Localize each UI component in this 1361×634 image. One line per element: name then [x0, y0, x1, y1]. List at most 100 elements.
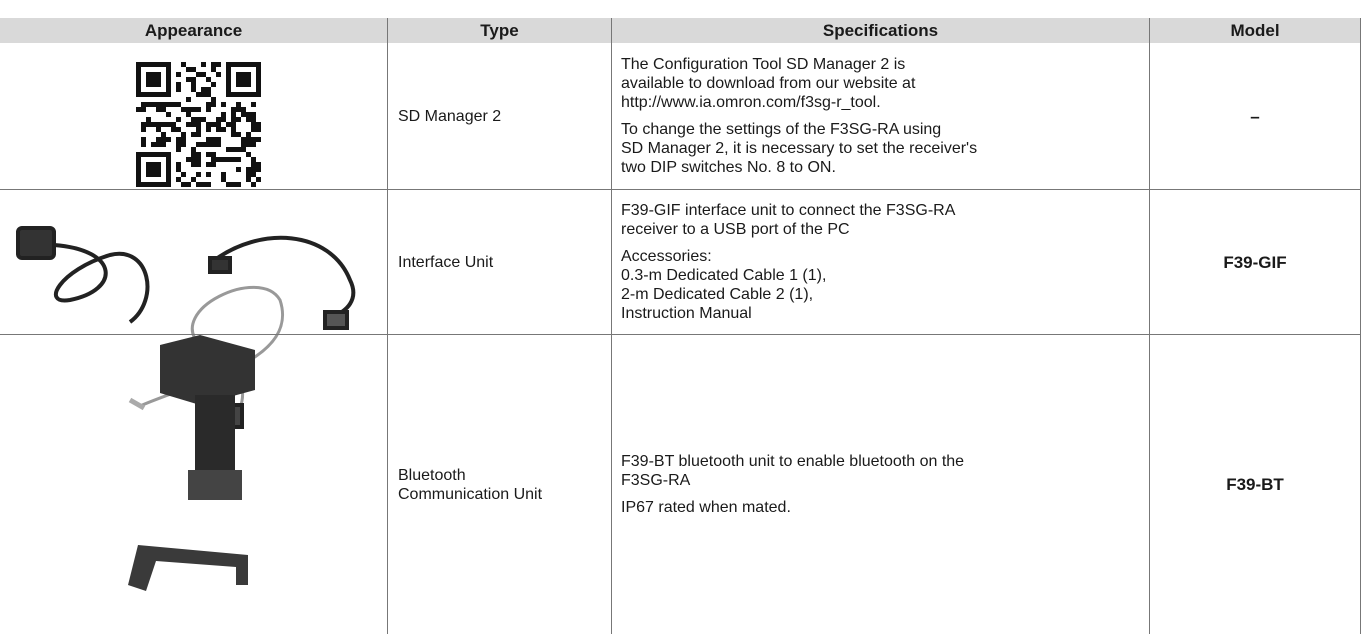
model-cell: F39-GIF [1150, 190, 1361, 335]
qr-module [206, 137, 211, 142]
qr-module [231, 132, 236, 137]
qr-module [156, 137, 161, 142]
qr-module [141, 102, 146, 107]
qr-module [206, 142, 211, 147]
qr-module [236, 117, 241, 122]
qr-module [211, 62, 216, 67]
qr-module [196, 107, 201, 112]
qr-module [211, 137, 216, 142]
qr-module [191, 117, 196, 122]
qr-module [196, 122, 201, 127]
qr-module [221, 102, 226, 107]
type-cell: SD Manager 2 [388, 43, 612, 190]
qr-module [186, 97, 191, 102]
qr-module [196, 172, 201, 177]
qr-module [161, 137, 166, 142]
qr-module [176, 117, 181, 122]
qr-module [191, 67, 196, 72]
qr-module [206, 172, 211, 177]
type-line: Bluetooth [398, 466, 466, 484]
qr-module [216, 72, 221, 77]
qr-module [176, 167, 181, 172]
qr-module [186, 112, 191, 117]
qr-module [226, 122, 231, 127]
qr-module [176, 72, 181, 77]
qr-module [221, 172, 226, 177]
qr-module [186, 67, 191, 72]
qr-module [231, 157, 236, 162]
qr-module [191, 177, 196, 182]
spec-paragraph: F39-BT bluetooth unit to enable bluetoot… [621, 452, 1149, 490]
qr-module [156, 142, 161, 147]
qr-module [241, 147, 246, 152]
qr-module [246, 117, 251, 122]
qr-module [191, 122, 196, 127]
qr-module [191, 107, 196, 112]
qr-module [141, 122, 146, 127]
qr-module [211, 162, 216, 167]
qr-module [166, 122, 171, 127]
qr-module [211, 97, 216, 102]
qr-module [216, 127, 221, 132]
qr-module [146, 102, 151, 107]
qr-module [241, 112, 246, 117]
qr-module [186, 182, 191, 187]
qr-module [206, 77, 211, 82]
qr-module [181, 62, 186, 67]
spec-line: 2-m Dedicated Cable 2 (1), [621, 286, 814, 303]
qr-module [236, 182, 241, 187]
qr-module [166, 112, 171, 117]
qr-module [216, 137, 221, 142]
qr-module [146, 122, 151, 127]
qr-module [176, 127, 181, 132]
qr-module [236, 147, 241, 152]
qr-module [136, 107, 141, 112]
qr-module [186, 157, 191, 162]
model-cell: F39-BT [1150, 335, 1361, 634]
qr-module [166, 137, 171, 142]
qr-module [201, 87, 206, 92]
qr-module [206, 122, 211, 127]
qr-module [151, 122, 156, 127]
qr-module [221, 117, 226, 122]
qr-module [181, 142, 186, 147]
qr-module [196, 72, 201, 77]
qr-module [211, 157, 216, 162]
qr-module [256, 167, 261, 172]
qr-module [201, 117, 206, 122]
type-line: Communication Unit [398, 485, 543, 503]
qr-module [231, 117, 236, 122]
qr-module [191, 82, 196, 87]
qr-module [216, 122, 221, 127]
qr-module [251, 102, 256, 107]
type-line: Interface Unit [398, 253, 494, 271]
qr-module [231, 122, 236, 127]
qr-module [141, 142, 146, 147]
qr-module [201, 72, 206, 77]
column-header: Model [1150, 18, 1361, 43]
qr-module [211, 122, 216, 127]
qr-module [181, 132, 186, 137]
qr-module [226, 182, 231, 187]
spec-line: IP67 rated when mated. [621, 499, 791, 516]
appearance-cell [0, 335, 388, 634]
qr-module [251, 112, 256, 117]
spec-line: receiver to a USB port of the PC [621, 221, 850, 238]
qr-module [196, 127, 201, 132]
qr-module [251, 142, 256, 147]
qr-module [251, 172, 256, 177]
qr-module [186, 107, 191, 112]
qr-module [231, 107, 236, 112]
qr-module [236, 72, 251, 87]
qr-module [241, 142, 246, 147]
type-cell: Interface Unit [388, 190, 612, 335]
qr-module [151, 102, 156, 107]
qr-module [196, 162, 201, 167]
qr-module [231, 127, 236, 132]
spec-cell: The Configuration Tool SD Manager 2 is av… [612, 43, 1150, 190]
qr-module [236, 102, 241, 107]
qr-module [256, 127, 261, 132]
spec-paragraph: The Configuration Tool SD Manager 2 is av… [621, 55, 1149, 112]
spec-paragraph: IP67 rated when mated. [621, 498, 1149, 517]
